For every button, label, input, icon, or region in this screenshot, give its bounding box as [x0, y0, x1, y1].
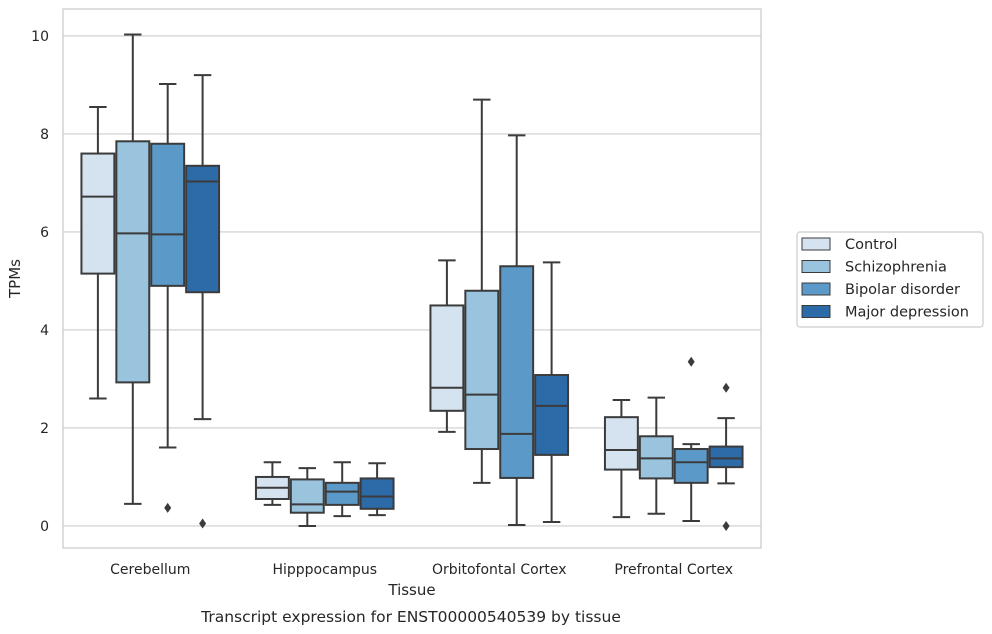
box-iqr — [150, 142, 186, 287]
y-tick-label: 8 — [40, 127, 49, 143]
y-tick-label: 6 — [40, 225, 49, 241]
box-iqr — [429, 304, 465, 412]
x-tick-label: Cerebellum — [110, 562, 190, 578]
outlier-point — [687, 356, 695, 367]
box-3-1 — [638, 396, 674, 515]
box-2-0 — [429, 259, 465, 433]
box-groups — [80, 33, 744, 531]
x-tick-label: Prefrontal Cortex — [614, 562, 733, 578]
y-tick-label: 4 — [40, 323, 49, 339]
chart-caption: Transcript expression for ENST0000054053… — [200, 608, 621, 626]
legend-swatch — [801, 305, 831, 318]
legend-swatch — [801, 260, 831, 273]
legend-label: Bipolar disorder — [845, 282, 960, 298]
x-axis-label: Tissue — [387, 581, 435, 599]
y-axis-label: TPMs — [6, 259, 24, 299]
box-iqr — [115, 140, 151, 384]
outlier-point — [722, 520, 730, 531]
x-tick-label: Hipppocampus — [272, 562, 377, 578]
box-2-2 — [499, 134, 535, 526]
box-1-3 — [359, 462, 395, 517]
outlier-point — [722, 382, 730, 393]
box-1-1 — [289, 467, 325, 527]
legend-label: Control — [845, 237, 897, 253]
legend-swatch — [801, 237, 831, 251]
outlier-point — [164, 502, 172, 513]
x-tick-labels: Cerebellum Hipppocampus Orbitofontal Corte… — [110, 562, 733, 578]
box-1-2 — [324, 461, 360, 518]
y-tick-label: 0 — [40, 519, 49, 535]
box-iqr — [185, 164, 221, 294]
box-0-0 — [80, 106, 116, 400]
box-3-0 — [603, 399, 639, 519]
legend-label: Major depression — [845, 305, 969, 321]
y-tick-labels: 0 2 4 6 8 10 — [31, 29, 49, 535]
legend-frame — [796, 231, 984, 328]
box-1-0 — [254, 461, 290, 506]
box-2-1 — [464, 98, 500, 484]
y-tick-label: 2 — [40, 421, 49, 437]
plot-frame — [62, 8, 762, 549]
box-iqr — [80, 152, 116, 275]
box-iqr — [359, 477, 395, 510]
box-2-3 — [534, 261, 570, 524]
legend: Control Schizophrenia Bipolar disorder Majo… — [796, 231, 984, 328]
box-iqr — [708, 445, 744, 469]
x-tick-label: Orbitofontal Cortex — [432, 562, 567, 578]
box-iqr — [499, 265, 535, 479]
box-3-2 — [673, 356, 709, 523]
box-3-3 — [708, 382, 744, 531]
box-0-2 — [150, 82, 186, 513]
y-tick-label: 10 — [31, 29, 49, 45]
outlier-point — [199, 518, 207, 529]
box-iqr — [534, 374, 570, 456]
box-0-3 — [185, 74, 221, 529]
box-iqr — [289, 478, 325, 514]
box-iqr — [464, 289, 500, 451]
legend-label: Schizophrenia — [845, 260, 947, 276]
box-iqr — [603, 416, 639, 471]
box-iqr — [673, 448, 709, 484]
box-0-1 — [115, 33, 151, 505]
legend-swatch — [801, 282, 831, 296]
box-iqr — [324, 481, 360, 506]
